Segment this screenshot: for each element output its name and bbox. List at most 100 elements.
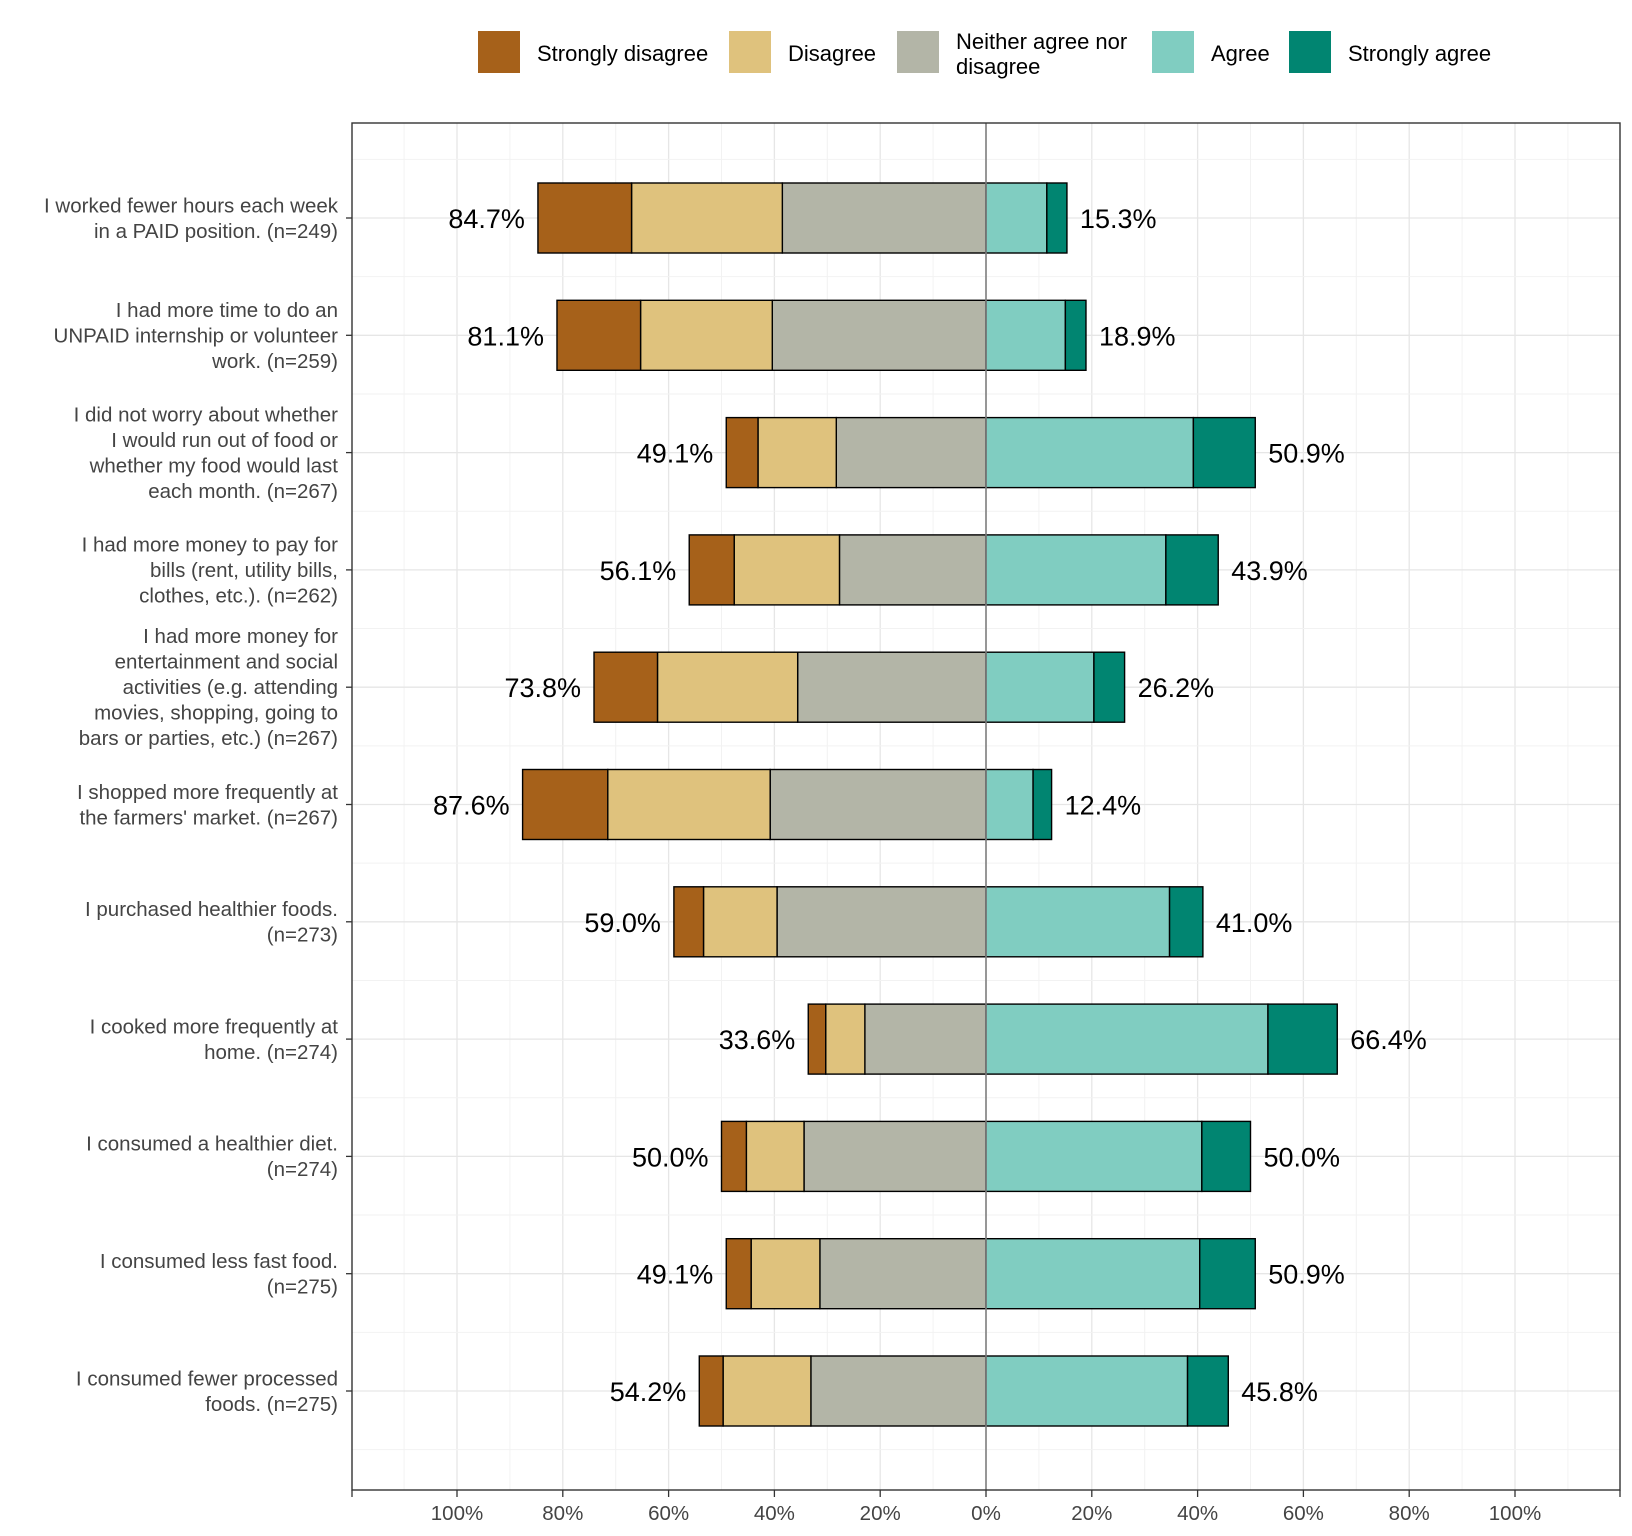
bar-segment-strongly-disagree — [720, 1120, 748, 1193]
agree-total-label: 12.4% — [1065, 791, 1142, 821]
category-label-line: (n=274) — [267, 1158, 338, 1181]
bar-segment-neither — [776, 886, 987, 958]
legend-label-line: Disagree — [788, 41, 876, 66]
bar-segment-neither — [769, 768, 987, 841]
legend: Strongly disagree Disagree Neither agree n… — [478, 29, 1491, 79]
legend-label: Strongly agree — [1348, 41, 1491, 66]
bar-segment-agree — [985, 768, 1034, 841]
disagree-total-label: 56.1% — [600, 556, 677, 586]
disagree-total-label: 73.8% — [504, 673, 581, 703]
legend-item: Agree — [1152, 31, 1270, 73]
legend-item: Strongly agree — [1289, 31, 1491, 73]
disagree-total-label: 87.6% — [433, 791, 510, 821]
bar-segment-disagree — [733, 534, 841, 606]
category-label-line: bars or parties, etc.) (n=267) — [79, 727, 338, 750]
bar-segment-neither — [838, 534, 987, 606]
bar-segment-strongly-agree — [1267, 1003, 1338, 1075]
bar-row: 81.1% 18.9% I had more time to do an UNPAID… — [54, 299, 1176, 373]
bar-segment-neither — [819, 1237, 987, 1310]
category-label-line: I consumed fewer processed — [76, 1367, 338, 1390]
bar-segment-disagree — [745, 1120, 805, 1193]
disagree-total-label: 49.1% — [637, 1260, 714, 1290]
bar-segment-disagree — [630, 182, 784, 254]
agree-total-label: 41.0% — [1216, 908, 1293, 938]
category-label-line: I shopped more frequently at — [77, 781, 338, 804]
bar-segment-strongly-disagree — [556, 299, 642, 371]
agree-total-label: 26.2% — [1138, 673, 1215, 703]
bar-segment-strongly-disagree — [807, 1003, 827, 1075]
bar-rows: 84.7% 15.3% I worked fewer hours each week… — [44, 182, 1427, 1427]
bar-segment-agree — [985, 534, 1167, 606]
category-label-line: I purchased healthier foods. — [85, 898, 338, 921]
x-tick-label: 60% — [1283, 1502, 1324, 1525]
category-label-line: (n=273) — [267, 924, 338, 947]
disagree-total-label: 49.1% — [637, 439, 714, 469]
bar-segment-agree — [985, 299, 1067, 371]
bar-segment-strongly-disagree — [725, 416, 759, 489]
category-label-line: I had more time to do an — [116, 299, 338, 322]
bar-segment-disagree — [702, 886, 778, 958]
category-label-line: I had more money to pay for — [82, 533, 339, 556]
bar-segment-agree — [985, 886, 1171, 958]
x-tick-label: 40% — [754, 1502, 795, 1525]
bar-segment-neither — [835, 416, 987, 489]
x-tick-label: 80% — [1389, 1502, 1430, 1525]
bar-segment-neither — [864, 1003, 987, 1075]
agree-total-label: 50.9% — [1268, 439, 1345, 469]
bar-segment-neither — [803, 1120, 987, 1193]
bar-segment-neither — [771, 299, 987, 371]
bar-segment-strongly-agree — [1186, 1355, 1229, 1427]
disagree-total-label: 50.0% — [632, 1142, 709, 1172]
bar-segment-neither — [796, 651, 987, 723]
bar-row: 84.7% 15.3% I worked fewer hours each week… — [44, 182, 1156, 254]
bar-row: 50.0% 50.0% I consumed a healthier diet. (n… — [86, 1120, 1340, 1193]
category-label: I consumed a healthier diet. (n=274) — [86, 1133, 338, 1182]
x-tick-label: 20% — [1071, 1502, 1112, 1525]
disagree-total-label: 81.1% — [467, 321, 544, 351]
bar-segment-disagree — [757, 416, 837, 489]
category-label: I consumed fewer processed foods. (n=275) — [76, 1367, 338, 1416]
bar-segment-strongly-disagree — [593, 651, 659, 723]
category-label-line: I did not worry about whether — [74, 403, 339, 426]
bar-row: 49.1% 50.9% I consumed less fast food. (n=2… — [100, 1237, 1345, 1310]
legend-label-line: disagree — [956, 54, 1040, 79]
legend-item: Disagree — [729, 31, 876, 73]
bar-segment-strongly-disagree — [698, 1355, 724, 1427]
legend-swatch — [1152, 31, 1194, 73]
bar-segment-strongly-agree — [1032, 768, 1053, 841]
agree-total-label: 66.4% — [1350, 1025, 1427, 1055]
category-label: I consumed less fast food. (n=275) — [100, 1250, 338, 1299]
category-label-line: foods. (n=275) — [205, 1393, 338, 1416]
bar-segment-strongly-disagree — [521, 768, 609, 841]
category-label-line: in a PAID position. (n=249) — [94, 220, 338, 243]
category-label-line: the farmers' market. (n=267) — [79, 806, 338, 829]
bar-segment-disagree — [656, 651, 799, 723]
legend-label-line: Agree — [1211, 41, 1270, 66]
category-label-line: I consumed a healthier diet. — [86, 1133, 338, 1156]
disagree-total-label: 59.0% — [584, 908, 661, 938]
bar-segment-agree — [985, 182, 1048, 254]
bar-segment-strongly-agree — [1046, 182, 1068, 254]
x-tick-label: 40% — [1177, 1502, 1218, 1525]
x-tick-label: 60% — [648, 1502, 689, 1525]
category-label-line: activities (e.g. attending — [123, 676, 338, 699]
legend-label: Strongly disagree — [537, 41, 708, 66]
category-label-line: UNPAID internship or volunteer — [54, 324, 339, 347]
category-label-line: work. (n=259) — [211, 350, 338, 373]
legend-item: Strongly disagree — [478, 31, 708, 73]
bar-segment-disagree — [607, 768, 771, 841]
agree-total-label: 43.9% — [1231, 556, 1308, 586]
x-tick-label: 0% — [971, 1502, 1001, 1525]
legend-label: Neither agree nor disagree — [956, 29, 1127, 79]
bar-row: 33.6% 66.4% I cooked more frequently at hom… — [90, 1003, 1427, 1075]
bar-segment-strongly-agree — [1093, 651, 1126, 723]
bar-segment-disagree — [639, 299, 773, 371]
category-label-line: (n=275) — [267, 1275, 338, 1298]
category-label: I worked fewer hours each week in a PAID … — [44, 194, 339, 243]
bar-segment-agree — [985, 1003, 1269, 1075]
bar-row: 54.2% 45.8% I consumed fewer processed food… — [76, 1355, 1318, 1427]
category-label-line: each month. (n=267) — [148, 480, 338, 503]
category-label-line: I cooked more frequently at — [90, 1015, 339, 1038]
x-tick-label: 20% — [860, 1502, 901, 1525]
category-label: I had more time to do an UNPAID internshi… — [54, 299, 339, 373]
